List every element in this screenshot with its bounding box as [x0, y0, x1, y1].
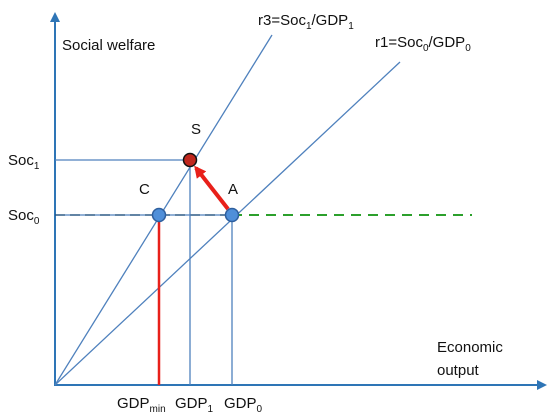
x-axis-label: output: [437, 362, 480, 379]
label-part: r1=Soc: [375, 34, 423, 51]
point-a: [224, 207, 240, 223]
label-part: GDP: [117, 395, 150, 412]
label-sub: 0: [257, 404, 263, 415]
label-part: GDP: [224, 395, 257, 412]
label-part: GDP: [175, 395, 208, 412]
label-sub: 1: [306, 21, 312, 32]
ray-label: r1=Soc0/GDP0: [375, 34, 471, 54]
x-level-label: GDP0: [224, 395, 263, 415]
y-level-label: Soc0: [8, 207, 40, 227]
label-sub: 1: [208, 404, 214, 415]
label-part: Soc: [8, 152, 34, 169]
label-part: Soc: [8, 207, 34, 224]
y-level-label: Soc1: [8, 152, 40, 172]
label-sub: 0: [423, 43, 429, 54]
label-sub: 1: [34, 161, 40, 172]
label-sub: 0: [465, 43, 471, 54]
point-s: [182, 152, 198, 168]
point-label: S: [191, 121, 201, 138]
ray-label: r3=Soc1/GDP1: [258, 12, 354, 32]
label-part: /GDP: [429, 34, 466, 51]
label-part: r3=Soc: [258, 12, 306, 29]
label-sub: 1: [348, 21, 354, 32]
point-label: A: [228, 181, 238, 198]
shift-arrow: [194, 165, 230, 211]
point-label: C: [139, 181, 150, 198]
point-c: [151, 207, 167, 223]
label-sub: 0: [34, 216, 40, 227]
ray-r1: [54, 61, 401, 386]
x-level-label: GDPmin: [117, 395, 166, 415]
x-level-label: GDP1: [175, 395, 214, 415]
x-axis-label: Economic: [437, 339, 503, 356]
label-sub: min: [150, 404, 166, 415]
y-axis-label: Social welfare: [62, 37, 155, 54]
label-part: /GDP: [312, 12, 349, 29]
